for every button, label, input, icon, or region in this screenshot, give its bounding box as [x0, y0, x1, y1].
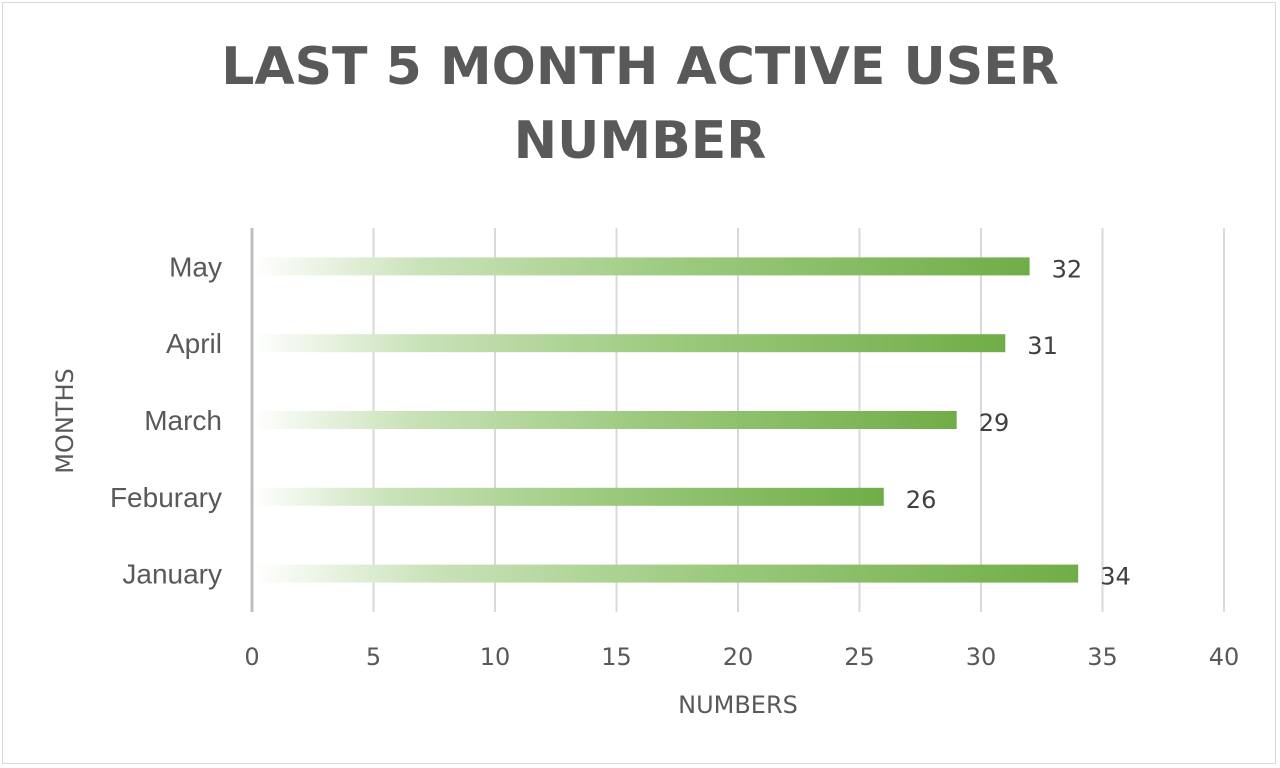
data-label: 32: [1052, 255, 1083, 283]
bar: [254, 334, 1006, 353]
y-category-label: March: [144, 405, 222, 436]
bar: [254, 411, 957, 429]
x-tick-label: 20: [723, 643, 754, 671]
x-tick-label: 10: [480, 643, 511, 671]
bar: [254, 564, 1079, 583]
x-tick-label: 30: [966, 643, 997, 671]
x-tick-label: 25: [844, 643, 875, 671]
x-tick-label: 0: [244, 643, 259, 671]
data-label: 34: [1100, 563, 1131, 591]
y-category-label: Feburary: [110, 482, 222, 513]
x-tick-label: 40: [1209, 643, 1240, 671]
data-label: 31: [1027, 332, 1058, 360]
y-axis-title: MONTHS: [51, 368, 79, 474]
data-label: 26: [906, 486, 937, 514]
x-tick-label: 5: [366, 643, 381, 671]
y-category-label: May: [169, 251, 222, 282]
x-tick-label: 15: [601, 643, 632, 671]
y-category-label: January: [122, 559, 222, 590]
chart-title-line-1: LAST 5 MONTH ACTIVE USER: [221, 37, 1059, 97]
data-label: 29: [979, 409, 1010, 437]
chart-title: LAST 5 MONTH ACTIVE USER NUMBER: [0, 30, 1280, 178]
y-category-label: April: [166, 328, 222, 359]
chart-title-line-2: NUMBER: [513, 111, 767, 171]
bar: [254, 257, 1030, 276]
x-axis-title: NUMBERS: [678, 691, 798, 719]
bar: [254, 487, 884, 506]
x-tick-label: 35: [1087, 643, 1118, 671]
